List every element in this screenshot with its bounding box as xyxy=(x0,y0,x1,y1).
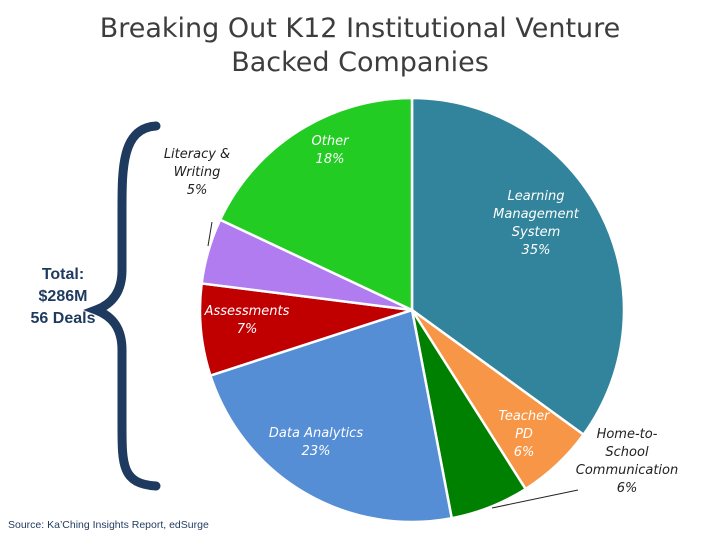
leader-line xyxy=(491,489,579,509)
deal-summary: Total: $286M 56 Deals xyxy=(18,264,108,330)
slice-label-other: Other 18% xyxy=(312,134,351,167)
chart-title-line-1: Breaking Out K12 Institutional Venture xyxy=(99,13,621,44)
deal-count: 56 Deals xyxy=(30,310,96,327)
slice-label-learning-management-system: Learning Management System 35% xyxy=(493,189,580,258)
pie-slice-learning-management-system xyxy=(410,96,626,437)
chart-title-line-2: Backed Companies xyxy=(231,47,489,78)
slice-label-assessments: Assessments 7% xyxy=(204,304,290,337)
slice-label-literacy-writing: Literacy & Writing 5% xyxy=(164,147,230,198)
slice-label-data-analytics: Data Analytics 23% xyxy=(269,426,363,459)
total-label: Total: xyxy=(41,266,85,283)
slice-label-teacher-pd: Teacher PD 6% xyxy=(498,409,551,460)
leader-line xyxy=(207,221,213,247)
pie-slice-other xyxy=(218,96,414,312)
chart-title: Breaking Out K12 Institutional Venture B… xyxy=(0,12,720,80)
pie-slice-data-analytics xyxy=(208,308,454,524)
slice-label-home-to-school-communication: Home-to-School Communication 6% xyxy=(576,427,678,496)
source-note: Source: Ka’Ching Insights Report, edSurg… xyxy=(8,519,209,531)
total-amount: $286M xyxy=(38,288,88,305)
